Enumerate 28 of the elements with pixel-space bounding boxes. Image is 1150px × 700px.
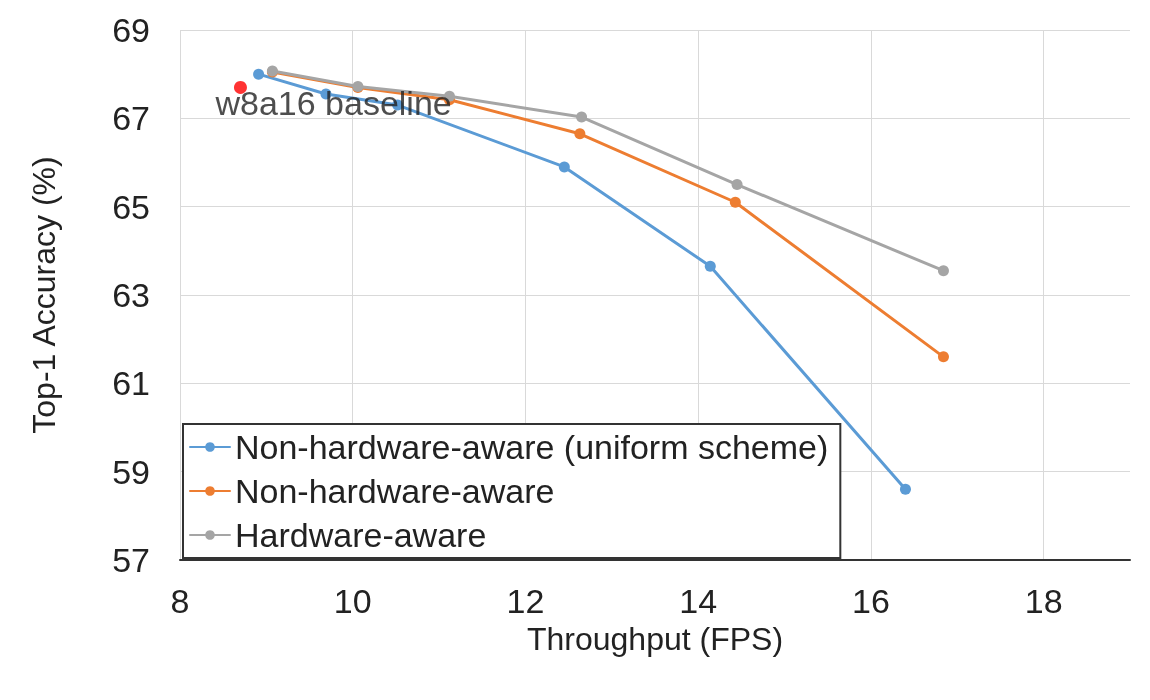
x-tick-label: 14 <box>679 582 718 620</box>
x-tick-label: 16 <box>852 582 890 620</box>
y-tick-label: 63 <box>112 276 150 314</box>
x-tick-label: 10 <box>333 582 372 620</box>
point <box>576 111 588 123</box>
point <box>731 179 743 191</box>
x-tick-label: 8 <box>170 582 190 620</box>
y-tick-label: 57 <box>112 541 150 579</box>
point <box>899 483 911 495</box>
y-axis-title: Top-1 Accuracy (%) <box>26 156 62 434</box>
legend-label: Non-hardware-aware <box>235 472 555 510</box>
point <box>253 68 265 80</box>
y-tick-label: 59 <box>112 452 150 491</box>
x-tick-label: 12 <box>506 582 545 620</box>
point <box>729 196 741 208</box>
point <box>704 260 716 272</box>
point <box>937 265 949 277</box>
y-tick-label: 67 <box>112 99 150 138</box>
y-tick-label: 61 <box>112 364 150 403</box>
x-axis-title: Throughput (FPS) <box>526 620 784 657</box>
x-tick-label: 18 <box>1024 582 1063 620</box>
point <box>558 161 570 173</box>
y-tick-label: 65 <box>112 187 150 226</box>
legend-label: Non-hardware-aware (uniform scheme) <box>235 428 829 466</box>
point <box>937 351 949 363</box>
y-tick-label: 69 <box>112 11 150 49</box>
point <box>574 128 586 140</box>
legend-label: Hardware-aware <box>235 516 487 554</box>
